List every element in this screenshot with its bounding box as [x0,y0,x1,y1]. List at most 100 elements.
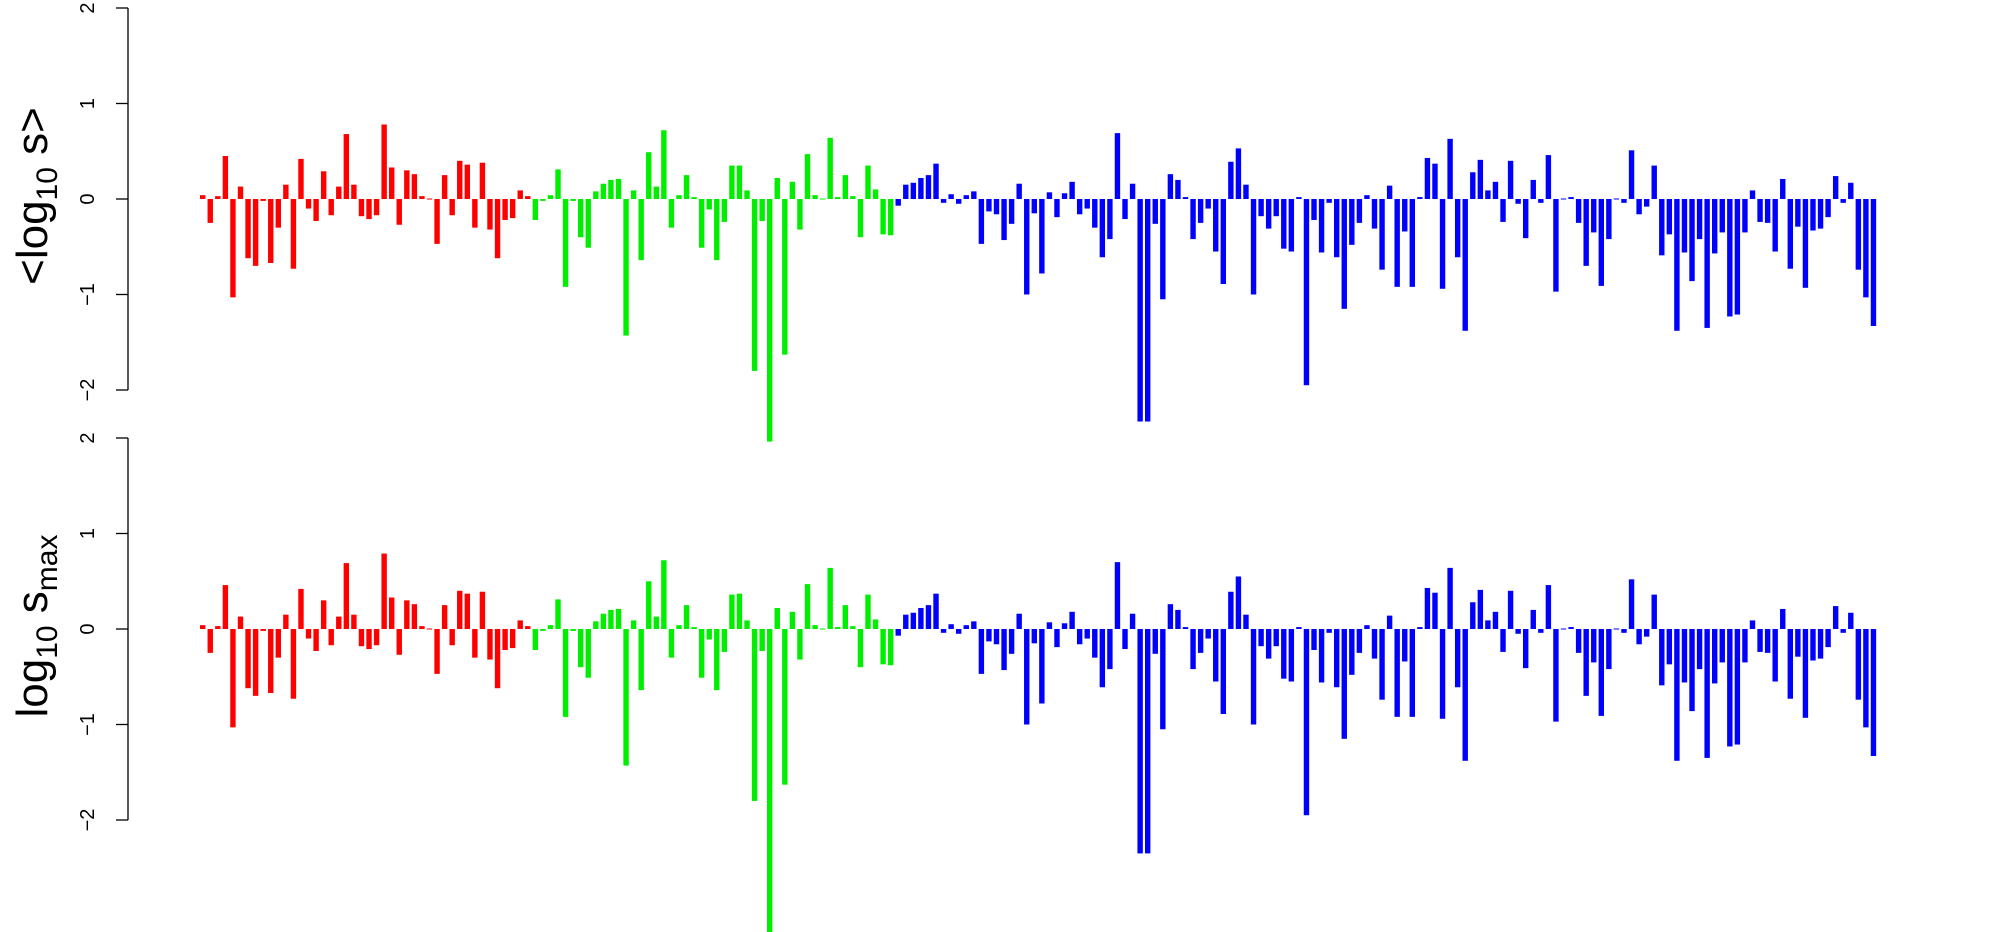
top-bar-group3 [971,191,977,199]
bottom-bar-group1 [509,629,516,649]
bottom-bar-group3 [948,624,954,629]
bottom-bar-group3 [1870,629,1877,757]
top-bar-group3 [1432,163,1438,199]
bottom-bar-group3 [1696,629,1703,670]
top-bar-group3 [1092,199,1098,228]
bottom-bar-group3 [1538,629,1544,633]
bottom-bar-group1 [411,604,418,629]
top-bar-group3 [1696,199,1703,240]
top-bar-group3 [1613,198,1620,200]
bottom-bar-group3 [1205,629,1211,639]
bottom-bar-group3 [1243,614,1249,629]
bottom-bar-group3 [1606,629,1612,670]
top-bar-group3 [1394,199,1400,287]
bottom-bar-group3 [1160,629,1166,730]
top-y-tick-label: 2 [77,2,99,13]
top-y-tick-label: 1 [77,98,99,109]
bottom-bar-group3 [1477,589,1484,629]
top-bar-group3 [1114,133,1121,199]
bottom-bar-group1 [200,625,206,629]
top-bar-group2 [638,199,644,261]
top-bar-group3 [1046,192,1053,199]
top-bar-group2 [668,199,675,228]
top-bar-group1 [358,199,365,217]
bottom-bars [200,553,1877,932]
bottom-bar-group3 [1364,625,1370,629]
top-bar-group3 [1190,199,1196,240]
bottom-bar-group3 [1492,611,1499,629]
bottom-bar-group3 [1651,594,1657,629]
top-bar-group3 [993,199,1000,215]
bottom-y-tick-label: 1 [77,528,99,539]
bottom-bar-group3 [910,612,917,629]
bottom-bar-group1 [381,553,387,629]
top-bar-group1 [373,199,380,216]
top-bar-group1 [479,162,486,199]
bottom-bar-group3 [986,629,992,642]
bottom-bar-group3 [1107,629,1113,670]
bottom-bar-group2 [721,629,728,652]
top-bar-group3 [1039,199,1045,274]
top-bar-group3 [1349,199,1355,245]
bottom-panel: 210−1−2 log10 smax [8,432,1877,932]
top-bar-group1 [441,175,448,200]
top-bar-group3 [1296,197,1302,199]
bottom-bar-group3 [1379,629,1385,700]
top-bar-group3 [1243,184,1249,199]
top-bar-group1 [449,199,455,216]
bottom-bar-group3 [1545,585,1552,629]
bottom-bar-group1 [396,629,402,655]
top-bar-group3 [1364,195,1370,199]
bottom-bar-group2 [751,629,758,801]
bottom-bar-group3 [1689,629,1695,712]
top-bar-group3 [1787,199,1793,269]
bottom-bar-group1 [479,591,486,629]
bottom-bar-group2 [872,619,879,629]
top-bar-group3 [1069,181,1075,199]
bottom-bar-group3 [1394,629,1400,717]
bottom-bar-group3 [1855,629,1862,700]
bottom-bar-group3 [1281,629,1287,679]
bottom-bar-group1 [472,629,478,658]
top-bar-group2 [615,178,622,199]
top-bar-group3 [1545,155,1552,199]
bottom-bar-group2 [797,629,803,660]
top-bar-group2 [532,199,539,221]
top-bar-group1 [305,199,312,209]
bottom-bar-group3 [1575,629,1582,653]
bottom-bar-group2 [782,629,788,785]
top-bar-group3 [1666,199,1673,235]
top-bar-group3 [1326,199,1332,203]
top-bar-group1 [426,198,433,200]
bottom-bar-group3 [1152,629,1158,654]
bottom-bar-group3 [1250,629,1257,725]
bottom-bar-group3 [1084,629,1090,639]
top-bar-group3 [1591,199,1597,233]
bottom-bar-group3 [1764,629,1771,653]
bottom-bar-group1 [426,628,433,630]
top-bar-group3 [1447,138,1453,199]
top-bar-group2 [880,199,886,235]
bottom-bar-group2 [857,629,864,668]
top-bars [200,124,1877,442]
bottom-bar-group3 [1432,592,1438,629]
bottom-bar-group2 [562,629,569,717]
top-bar-group3 [978,199,985,244]
top-bar-group3 [1008,199,1015,224]
top-bar-group3 [1772,199,1778,252]
top-bar-group1 [320,171,327,199]
top-bar-group3 [963,195,969,199]
bottom-bar-group3 [1719,629,1725,663]
bottom-bar-group3 [1727,629,1733,747]
top-bar-group2 [812,195,818,199]
bottom-bar-group3 [1001,629,1007,671]
bottom-bar-group1 [419,626,425,629]
top-bar-group3 [1530,179,1536,199]
bottom-bar-group3 [1228,591,1234,629]
top-bar-group3 [1628,150,1635,199]
bottom-bar-group3 [1265,629,1272,659]
top-bar-group1 [283,184,289,199]
bottom-bar-group2 [804,584,811,629]
bottom-bar-group3 [1016,613,1022,629]
bottom-bar-group2 [812,625,818,629]
